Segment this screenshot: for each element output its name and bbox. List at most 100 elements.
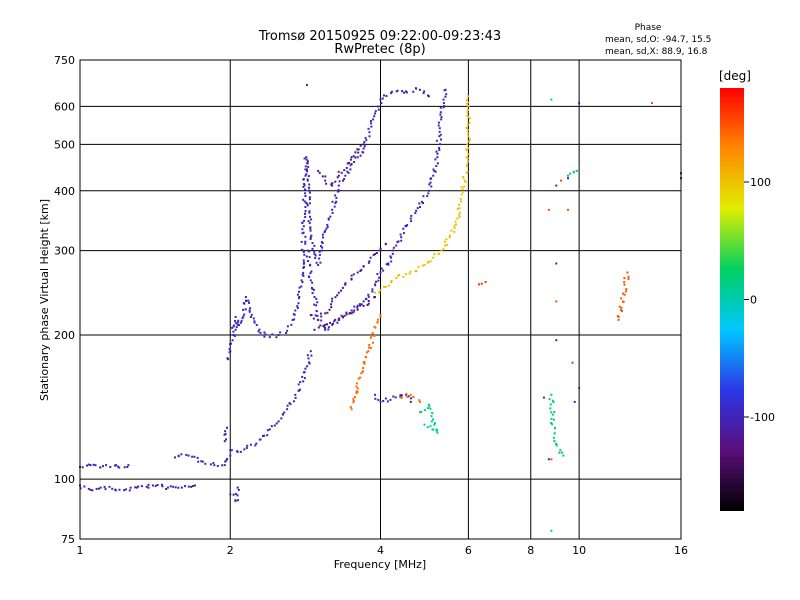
data-point (298, 290, 300, 293)
data-point (234, 492, 237, 495)
y-axis-label: Stationary phase Virtual Height [km] (38, 199, 51, 401)
data-point (385, 263, 388, 266)
data-point (454, 220, 457, 223)
data-point (440, 249, 443, 252)
data-point (390, 92, 393, 94)
data-point (356, 308, 359, 311)
data-point (174, 486, 177, 489)
data-point (264, 333, 267, 336)
data-point (421, 264, 424, 267)
data-point (436, 431, 439, 434)
data-point (191, 455, 194, 458)
data-point (243, 448, 246, 451)
data-point (89, 488, 92, 491)
data-point (246, 444, 249, 447)
data-point (292, 400, 295, 403)
data-point (304, 242, 307, 245)
data-point (359, 304, 362, 307)
data-point (573, 400, 576, 403)
colorbar-tick-label: -100 (750, 411, 775, 424)
data-point (432, 256, 435, 259)
data-point (337, 190, 340, 193)
phase-stats-line2: mean, sd,X: 88.9, 16.8 (605, 47, 708, 57)
data-point (317, 318, 320, 321)
data-point (91, 489, 94, 492)
data-point (334, 318, 337, 321)
data-point (423, 264, 426, 266)
data-point (302, 185, 305, 188)
data-point (298, 296, 301, 298)
data-point (370, 125, 373, 128)
data-point (466, 143, 469, 146)
data-point (194, 484, 196, 487)
data-point (350, 309, 353, 312)
data-point (383, 285, 386, 288)
data-point (103, 485, 106, 488)
data-point (226, 458, 229, 460)
data-point (337, 188, 340, 191)
data-point (392, 395, 395, 398)
data-point (373, 334, 376, 337)
data-point (395, 244, 398, 247)
data-point (550, 417, 553, 420)
data-point (379, 314, 382, 317)
data-point (306, 365, 308, 368)
data-point (185, 453, 188, 456)
data-point (311, 292, 314, 294)
data-point (458, 213, 461, 216)
data-point (228, 347, 231, 350)
data-point (105, 464, 108, 467)
data-point (620, 306, 623, 309)
data-point (298, 286, 301, 289)
data-point (315, 261, 318, 264)
data-point (140, 485, 143, 488)
data-point (409, 400, 412, 403)
data-point (414, 270, 417, 272)
data-point (440, 118, 443, 121)
data-point (333, 320, 336, 323)
data-point (308, 256, 311, 259)
data-point (263, 335, 266, 338)
data-point (542, 396, 545, 399)
data-point (249, 443, 252, 446)
data-point (307, 357, 310, 360)
data-point (250, 313, 253, 316)
data-point (402, 227, 405, 230)
data-point (403, 91, 405, 94)
data-point (298, 389, 300, 392)
data-point (553, 440, 556, 442)
data-point (236, 494, 239, 497)
data-point (223, 433, 226, 436)
data-point (232, 325, 235, 328)
data-point (302, 249, 305, 252)
data-point (191, 485, 194, 487)
data-point (558, 451, 561, 454)
data-point (126, 466, 129, 468)
data-point (309, 279, 312, 282)
data-point (380, 267, 383, 270)
data-point (307, 220, 310, 223)
data-point (422, 92, 425, 95)
data-point (392, 246, 395, 249)
data-point (550, 422, 553, 424)
data-point (467, 116, 470, 119)
data-point (248, 301, 250, 304)
data-point (243, 302, 246, 305)
data-point (233, 335, 236, 337)
data-point (345, 166, 348, 169)
data-point (395, 277, 398, 279)
data-point (305, 156, 308, 159)
data-point (123, 466, 126, 469)
data-point (304, 192, 307, 195)
data-point (434, 158, 437, 161)
data-point (248, 309, 251, 312)
data-point (324, 323, 327, 326)
data-point (387, 263, 390, 266)
data-point (154, 484, 157, 487)
data-point (362, 300, 365, 303)
data-point (467, 135, 470, 138)
data-point (310, 354, 313, 357)
data-point (438, 127, 441, 130)
data-point (423, 423, 426, 426)
